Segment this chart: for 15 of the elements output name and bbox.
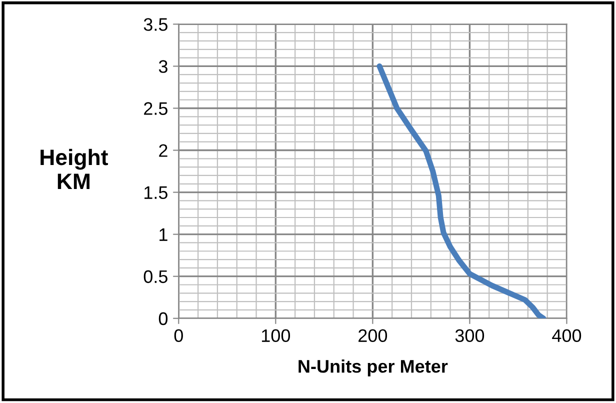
- y-tick-label: 3.5: [144, 18, 168, 31]
- x-axis-title: N-Units per Meter: [298, 360, 448, 376]
- y-tick-label: 2: [159, 144, 168, 157]
- x-tick-label: 100: [262, 329, 290, 342]
- x-tick-label: 0: [174, 329, 183, 342]
- x-tick-label: 200: [358, 329, 388, 342]
- y-tick-label: 0.5: [144, 270, 168, 284]
- y-tick-label: 3: [158, 60, 168, 73]
- y-axis-title: Height KM: [40, 148, 108, 190]
- y-tick-label: 1.5: [144, 186, 168, 200]
- x-tick-label: 400: [552, 329, 582, 342]
- y-tick-label: 2.5: [144, 102, 168, 115]
- x-tick-label: 300: [455, 329, 484, 342]
- y-tick-label: 1: [160, 228, 168, 241]
- y-tick-label: 0: [158, 312, 168, 326]
